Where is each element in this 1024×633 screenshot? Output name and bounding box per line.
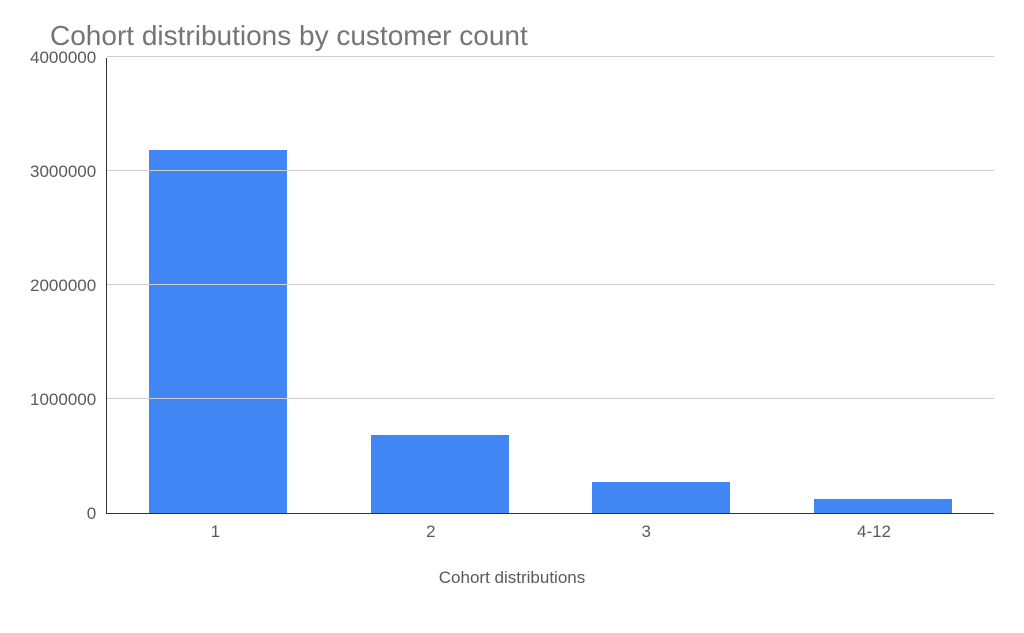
plot-row: 40000003000000200000010000000 <box>30 58 994 514</box>
x-axis-tick: 3 <box>642 522 651 542</box>
gridline <box>107 56 994 57</box>
bar-slot <box>107 58 329 513</box>
gridline <box>107 284 994 285</box>
plot-area <box>106 58 994 514</box>
chart-container: Cohort distributions by customer count 4… <box>0 0 1024 633</box>
bars-layer <box>107 58 994 513</box>
bar <box>592 482 730 513</box>
gridline <box>107 398 994 399</box>
bar-slot <box>772 58 994 513</box>
bar <box>149 150 287 513</box>
bar <box>371 435 509 513</box>
x-axis-tick: 1 <box>211 522 220 542</box>
y-axis: 40000003000000200000010000000 <box>30 58 106 514</box>
x-axis-ticks: 1 2 3 4-12 <box>108 522 994 542</box>
x-axis-tick: 4-12 <box>857 522 891 542</box>
bar <box>814 499 952 513</box>
x-axis-spacer <box>30 522 108 542</box>
x-axis: 1 2 3 4-12 <box>30 522 994 542</box>
x-axis-tick: 2 <box>426 522 435 542</box>
gridline <box>107 170 994 171</box>
bar-slot <box>551 58 773 513</box>
bar-slot <box>329 58 551 513</box>
x-axis-label: Cohort distributions <box>30 568 994 588</box>
chart-title: Cohort distributions by customer count <box>50 20 994 52</box>
